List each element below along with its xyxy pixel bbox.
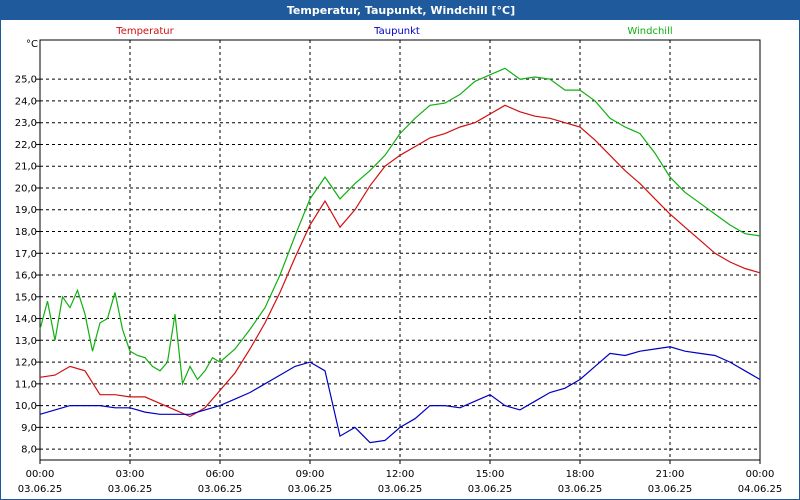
y-axis-unit-label: °C (26, 39, 38, 50)
y-tick-label: 20,0 (15, 183, 37, 194)
y-tick-label: 17,0 (15, 249, 37, 260)
legend: Temperatur Taupunkt Windchill (115, 26, 672, 37)
x-tick-time-label: 12:00 (386, 469, 415, 480)
y-tick-label: 8,0 (21, 445, 37, 456)
y-tick-label: 21,0 (15, 162, 37, 173)
y-tick-label: 9,0 (21, 423, 37, 434)
series-line-temperatur (39, 104, 761, 418)
x-tick-time-label: 15:00 (476, 469, 505, 480)
y-tick-label: 14,0 (15, 314, 37, 325)
x-tick-date-label: 03.06.25 (378, 484, 423, 495)
y-tick-label: 22,0 (15, 140, 37, 151)
grid-lines (40, 40, 760, 460)
x-tick-date-label: 03.06.25 (288, 484, 333, 495)
x-tick-date-label: 04.06.25 (738, 484, 783, 495)
chart-title: Temperatur, Taupunkt, Windchill [°C] (1, 1, 800, 20)
x-tick-time-label: 21:00 (656, 469, 685, 480)
legend-item-temperatur: Temperatur (115, 26, 174, 37)
y-tick-label: 24,0 (15, 96, 37, 107)
y-tick-label: 12,0 (15, 358, 37, 369)
x-axis: 00:00 03.06.25 03:00 03.06.25 06:00 03.06.25 0… (18, 460, 783, 495)
x-tick-time-label: 06:00 (206, 469, 235, 480)
y-tick-label: 11,0 (15, 379, 37, 390)
y-tick-label: 13,0 (15, 336, 37, 347)
y-axis: 8,0 9,0 10,0 11,0 12,0 13,0 14,0 15,0 16,0 17,0 18… (15, 75, 40, 456)
x-tick-date-label: 03.06.25 (108, 484, 153, 495)
x-tick-time-label: 18:00 (566, 469, 595, 480)
y-tick-label: 23,0 (15, 118, 37, 129)
x-tick-date-label: 03.06.25 (558, 484, 603, 495)
x-tick-time-label: 00:00 (746, 469, 775, 480)
series-lines (39, 67, 761, 444)
x-tick-time-label: 00:00 (26, 469, 55, 480)
y-tick-label: 18,0 (15, 227, 37, 238)
y-tick-label: 15,0 (15, 292, 37, 303)
x-tick-date-label: 03.06.25 (198, 484, 243, 495)
y-tick-label: 16,0 (15, 271, 37, 282)
x-tick-date-label: 03.06.25 (648, 484, 693, 495)
x-tick-date-label: 03.06.25 (468, 484, 513, 495)
series-line-taupunkt (39, 346, 761, 444)
y-tick-label: 10,0 (15, 401, 37, 412)
legend-item-taupunkt: Taupunkt (373, 26, 420, 37)
x-tick-time-label: 03:00 (116, 469, 145, 480)
y-tick-label: 19,0 (15, 205, 37, 216)
x-tick-time-label: 09:00 (296, 469, 325, 480)
legend-item-windchill: Windchill (627, 26, 672, 37)
y-tick-label: 25,0 (15, 75, 37, 86)
series-line-windchill (39, 67, 761, 387)
x-tick-date-label: 03.06.25 (18, 484, 63, 495)
